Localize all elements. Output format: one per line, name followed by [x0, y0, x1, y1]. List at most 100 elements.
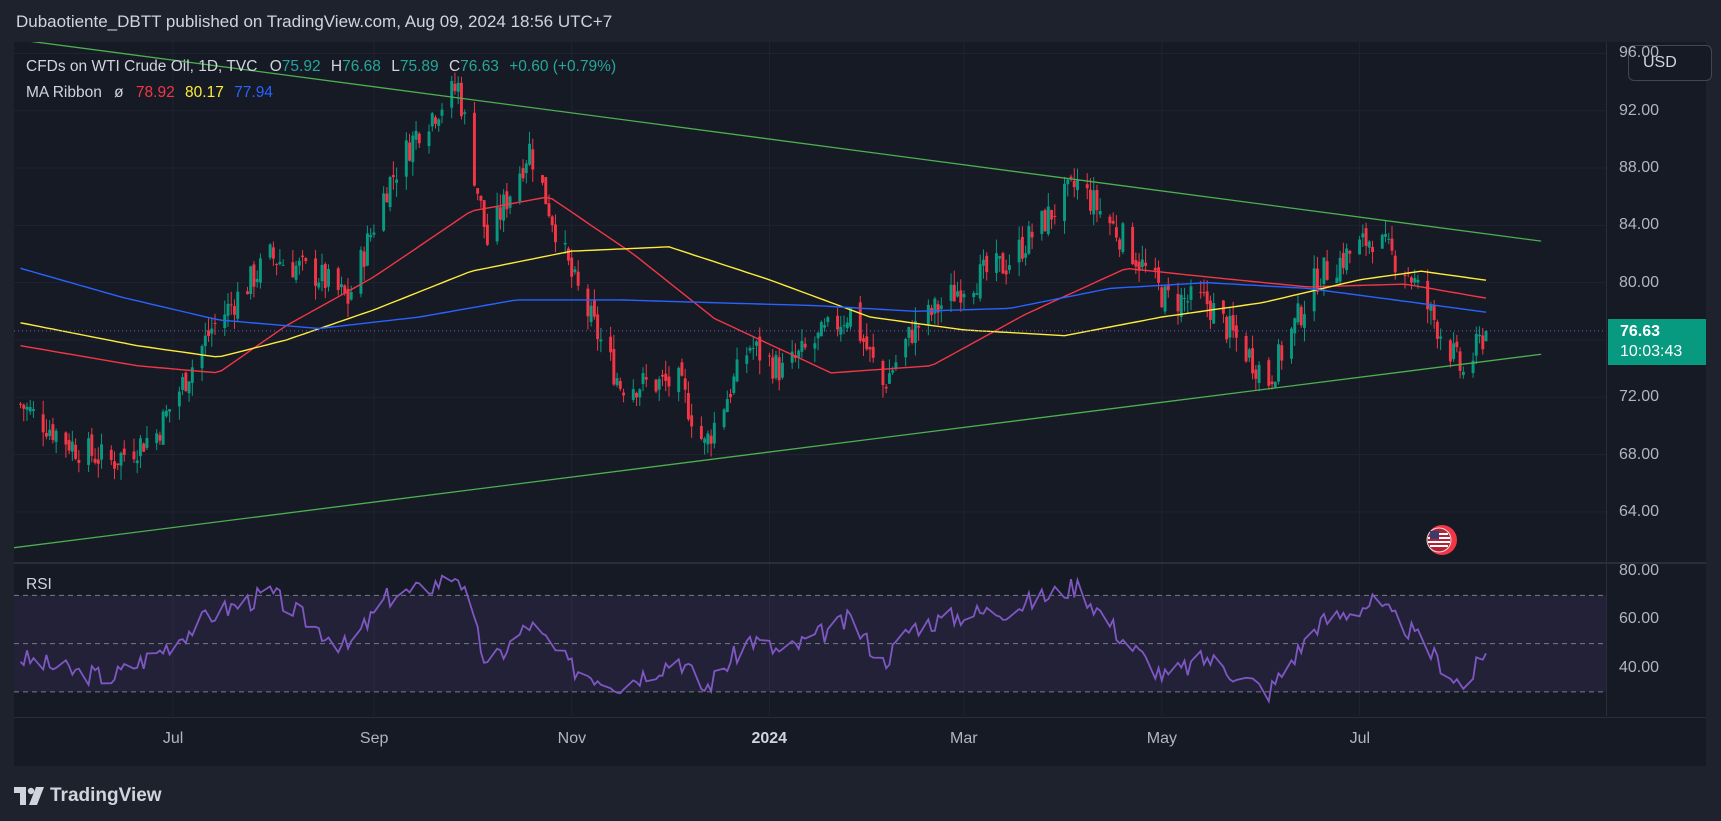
candle-up: [365, 233, 369, 266]
candle-down: [661, 374, 664, 377]
candle-down: [96, 459, 100, 464]
candle-up: [1024, 253, 1028, 258]
candle-up: [842, 325, 846, 327]
candle-up: [1189, 286, 1193, 300]
price-tick-label: 96.00: [1619, 44, 1660, 62]
candle-up: [1290, 328, 1293, 359]
candle-down: [1432, 305, 1436, 321]
open-label: O: [269, 58, 282, 75]
candle-up: [1322, 257, 1326, 284]
rsi-axis[interactable]: 80.00 60.00 40.00: [1606, 562, 1707, 716]
candle-down: [336, 268, 340, 290]
candle-down: [408, 142, 412, 161]
tradingview-brand[interactable]: TradingView: [14, 783, 162, 809]
candle-up: [797, 350, 801, 358]
price-pane[interactable]: CFDs on WTI Crude Oil, 1D, TVC O75.92 H7…: [13, 38, 1606, 562]
price-tick-label: 68.00: [1619, 445, 1660, 463]
candle-down: [1043, 209, 1047, 232]
candle-down: [566, 248, 570, 261]
candle-down: [1085, 184, 1089, 189]
price-axis[interactable]: USD 96.0092.0088.0084.0080.0076.0072.006…: [1606, 42, 1712, 562]
candle-down: [252, 264, 256, 287]
last-price-value: 76.63: [1620, 322, 1661, 340]
candle-up: [1273, 381, 1277, 388]
candle-up: [1121, 223, 1125, 252]
ma-ribbon-title[interactable]: MA Ribbon: [26, 84, 102, 101]
candle-down: [93, 458, 97, 463]
rsi-chart-svg[interactable]: [14, 564, 1606, 716]
candle-up: [528, 143, 531, 165]
candle-up: [956, 291, 959, 297]
candle-up: [1063, 183, 1066, 222]
price-tick-label: 64.00: [1619, 502, 1660, 520]
close-value: 76.63: [460, 58, 499, 75]
candle-up: [722, 409, 726, 428]
currency-button[interactable]: USD: [1628, 45, 1712, 81]
candle-down: [323, 263, 327, 288]
candle-up: [524, 163, 528, 174]
chart-frame[interactable]: CFDs on WTI Crude Oil, 1D, TVC O75.92 H7…: [13, 38, 1712, 767]
candles: [19, 72, 1488, 480]
candle-up: [657, 379, 661, 390]
candle-up: [317, 282, 321, 288]
candle-up: [100, 444, 104, 460]
candle-down: [1072, 180, 1076, 188]
candle-down: [1458, 351, 1462, 371]
candle-down: [1001, 253, 1005, 274]
price-chart-svg[interactable]: [13, 38, 1606, 562]
candle-down: [1205, 291, 1209, 305]
candle-down: [683, 378, 687, 390]
symbol-title[interactable]: CFDs on WTI Crude Oil, 1D, TVC: [26, 58, 258, 75]
candle-down: [985, 255, 989, 273]
candle-down: [690, 415, 694, 427]
candle-down: [612, 349, 616, 385]
candle-up: [774, 354, 778, 378]
us-flag-icon[interactable]: [1426, 524, 1458, 556]
ma-ribbon-value-3: 77.94: [234, 84, 273, 101]
candle-down: [1234, 325, 1238, 338]
candle-down: [596, 314, 600, 340]
time-axis[interactable]: Jul Sep Nov 2024 Mar May Jul: [14, 717, 1706, 767]
rsi-pane[interactable]: RSI: [14, 564, 1606, 716]
candle-up: [780, 362, 784, 378]
candle-up: [456, 82, 460, 92]
candle-down: [521, 168, 525, 179]
candle-down: [576, 271, 580, 286]
candle-down: [1299, 306, 1303, 326]
candle-up: [1335, 277, 1339, 284]
candle-down: [482, 200, 486, 227]
candle-down: [453, 83, 457, 91]
candle-down: [417, 133, 421, 144]
candle-up: [1257, 364, 1261, 383]
candle-down: [592, 300, 596, 317]
candle-down: [476, 188, 480, 194]
candle-up: [573, 269, 577, 273]
candle-down: [1348, 250, 1352, 254]
last-price-tag: 76.63 10:03:43: [1608, 318, 1706, 365]
price-tick-label: 88.00: [1619, 159, 1660, 177]
candle-down: [1403, 274, 1407, 276]
candle-up: [1247, 349, 1251, 358]
candle-up: [823, 325, 827, 328]
candle-down: [19, 403, 22, 405]
candle-down: [1371, 246, 1375, 253]
candle-up: [161, 411, 165, 445]
candle-down: [777, 357, 781, 381]
candle-down: [362, 251, 366, 267]
candle-down: [1341, 252, 1345, 268]
pane-separator[interactable]: [14, 562, 1706, 564]
candle-up: [1007, 265, 1011, 271]
rsi-tick-label: 60.00: [1619, 610, 1660, 628]
candle-up: [1076, 179, 1079, 191]
rsi-title[interactable]: RSI: [26, 576, 52, 593]
low-label: L: [391, 58, 400, 75]
candle-down: [1325, 261, 1329, 280]
candle-down: [917, 325, 921, 328]
candle-down: [1481, 335, 1485, 350]
candle-up: [190, 367, 194, 383]
candle-down: [51, 424, 55, 441]
candle-down: [1050, 209, 1054, 220]
candle-up: [349, 291, 353, 300]
rsi-tick-label: 80.00: [1619, 562, 1660, 580]
candle-down: [644, 377, 648, 380]
